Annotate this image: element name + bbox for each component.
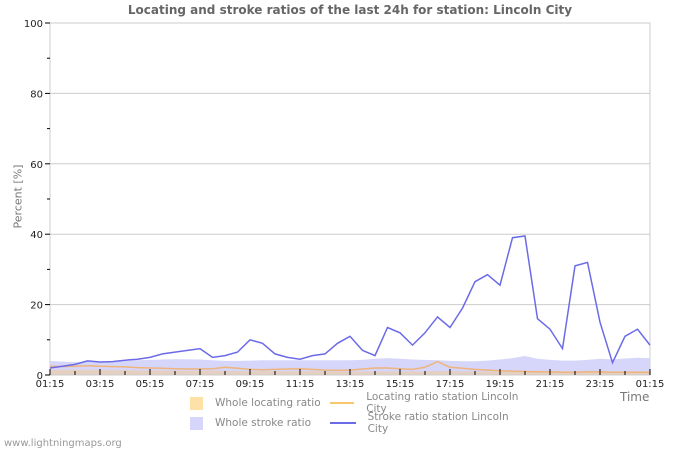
- x-tick-label: 21:15: [536, 379, 565, 390]
- y-tick-label: 100: [24, 19, 43, 30]
- legend-station-locating: Locating ratio station Lincoln City: [330, 391, 530, 415]
- legend-station-stroke: Stroke ratio station Lincoln City: [330, 411, 530, 435]
- legend-label: Stroke ratio station Lincoln City: [367, 411, 509, 435]
- whole-stroke-swatch-icon: [190, 416, 203, 430]
- x-tick-label: 13:15: [336, 379, 365, 390]
- y-tick-label: 40: [30, 230, 43, 241]
- y-tick-label: 60: [30, 160, 43, 171]
- x-tick-label: 01:15: [36, 379, 65, 390]
- x-tick-label: 15:15: [386, 379, 415, 390]
- legend-label: Whole locating ratio: [215, 397, 321, 409]
- legend-whole-locating: Whole locating ratio: [190, 396, 330, 410]
- legend-whole-stroke: Whole stroke ratio: [190, 416, 330, 430]
- y-tick-label: 0: [37, 371, 43, 382]
- station-locating-line-icon: [330, 402, 355, 404]
- whole-locating-swatch-icon: [190, 396, 203, 410]
- x-tick-label: 05:15: [136, 379, 165, 390]
- legend: Whole locating ratio Locating ratio stat…: [190, 391, 530, 435]
- plot-frame: [49, 22, 651, 376]
- x-tick-label: 17:15: [436, 379, 465, 390]
- x-axis-label: Time: [620, 390, 650, 404]
- station-stroke-line-icon: [330, 422, 356, 424]
- chart-title: Locating and stroke ratios of the last 2…: [127, 3, 573, 17]
- station-stroke-line: [49, 235, 651, 369]
- legend-label: Locating ratio station Lincoln City: [366, 391, 519, 415]
- x-tick-label: 11:15: [286, 379, 315, 390]
- legend-label: Whole stroke ratio: [215, 417, 311, 429]
- x-tick-label: 03:15: [86, 379, 115, 390]
- x-tick-label: 09:15: [236, 379, 265, 390]
- x-tick-label: 23:15: [586, 379, 615, 390]
- y-axis-label: Percent [%]: [11, 164, 25, 229]
- y-tick-label: 80: [30, 89, 43, 100]
- footer-site-link: www.lightningmaps.org: [4, 438, 122, 449]
- x-tick-label: 19:15: [486, 379, 515, 390]
- y-tick-label: 20: [30, 301, 43, 312]
- x-tick-label: 01:15: [636, 379, 665, 390]
- x-tick-label: 07:15: [186, 379, 215, 390]
